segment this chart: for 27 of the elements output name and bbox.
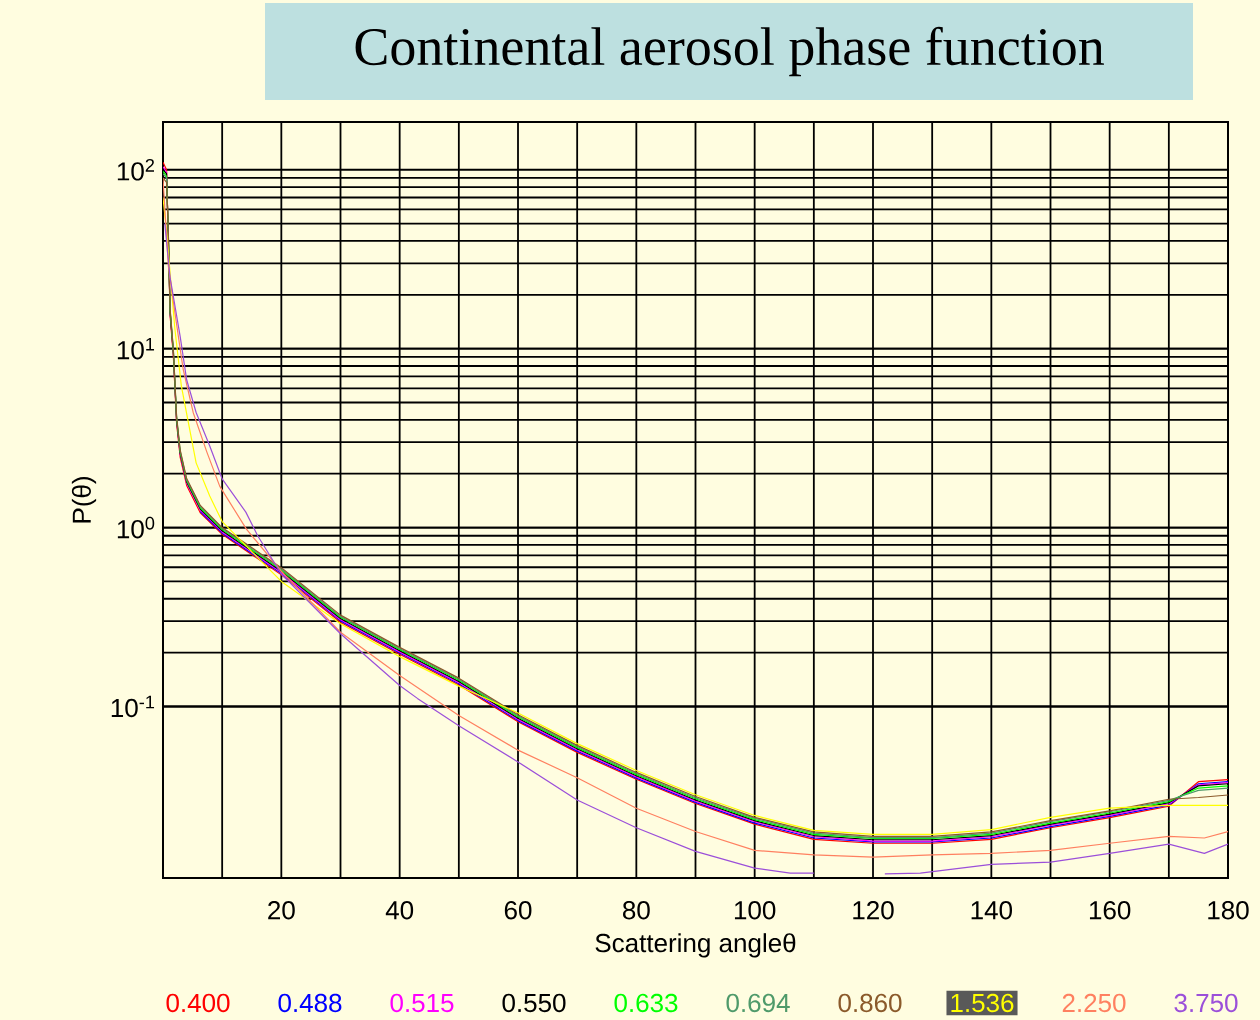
y-tick-label: 10$^{0}$: [117, 516, 155, 539]
y-axis-title: P(θ): [71, 477, 97, 523]
x-tick-label: 20: [268, 901, 295, 920]
line-series: [199, 510, 1228, 843]
x-tick-label: 180: [1208, 901, 1249, 920]
x-axis-title: Scattering angleθ: [595, 933, 796, 958]
x-tick-label: 40: [385, 901, 414, 920]
x-tick-label: 80: [623, 901, 650, 920]
x-tick-label: 120: [853, 901, 894, 920]
text: 1.536: [951, 993, 1014, 1013]
x-tick-label: 160: [1089, 901, 1131, 920]
text: 3.750: [1174, 993, 1238, 1013]
x-tick-label: 100: [734, 901, 776, 920]
chart-title: Continental aerosol phase function: [355, 26, 1104, 77]
text: 0.400: [166, 993, 230, 1013]
x-tick-label: 140: [971, 901, 1013, 920]
text: 0.515: [390, 993, 454, 1013]
y-tick-label: 10$^{1}$: [117, 337, 155, 360]
text: 0.694: [726, 993, 790, 1013]
text: 0.860: [838, 993, 902, 1013]
y-tick-label: 10$^{2}$: [117, 158, 154, 181]
x-tick-label: 60: [504, 901, 532, 920]
y-tick-label: 10$^{-1}$: [111, 695, 155, 718]
text: 0.550: [502, 993, 566, 1013]
text: 2.250: [1062, 993, 1126, 1013]
text: 0.633: [614, 993, 678, 1013]
text: 0.488: [278, 993, 342, 1013]
